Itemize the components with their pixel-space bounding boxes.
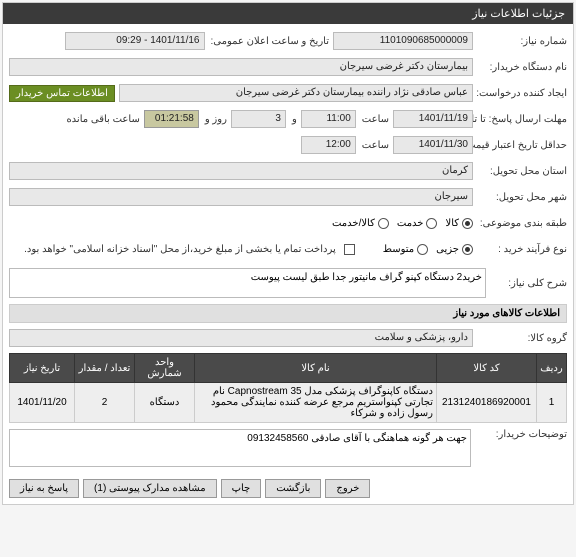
- contact-buyer-button[interactable]: اطلاعات تماس خریدار: [9, 85, 115, 102]
- radio-both-dot: [378, 218, 389, 229]
- province-label: استان محل تحویل:: [477, 166, 567, 177]
- radio-medium-dot: [417, 244, 428, 255]
- summary-label: شرح کلی نیاز:: [490, 278, 567, 289]
- attachments-button[interactable]: مشاهده مدارک پیوستی (1): [83, 479, 217, 498]
- process-radios: جزیی متوسط پرداخت تمام یا بخشی از مبلغ خ…: [22, 244, 473, 255]
- day-and-label: روز و: [203, 114, 227, 125]
- td-qty: 2: [75, 383, 135, 423]
- table-row[interactable]: 1 2131240186920001 دستگاه کاپنوگراف پزشک…: [10, 383, 567, 423]
- valid-label: حداقل تاریخ اعتبار قیمت: تا تاریخ:: [477, 140, 567, 151]
- buyer-org-label: نام دستگاه خریدار:: [477, 62, 567, 73]
- radio-partial[interactable]: جزیی: [436, 244, 473, 255]
- group-value: دارو، پزشکی و سلامت: [9, 329, 473, 347]
- table-header-row: ردیف کد کالا نام کالا واحد شمارش تعداد /…: [10, 354, 567, 383]
- province-value: کرمان: [9, 162, 473, 180]
- buyer-org-value: بیمارستان دکتر غرضی سیرجان: [9, 58, 473, 76]
- pub-date-label: تاریخ و ساعت اعلان عمومی:: [209, 36, 330, 47]
- category-label: طبقه بندی موضوعی:: [477, 218, 567, 229]
- city-value: سیرجان: [9, 188, 473, 206]
- exit-button[interactable]: خروج: [325, 479, 370, 498]
- radio-service[interactable]: خدمت: [397, 218, 438, 229]
- radio-goods[interactable]: کالا: [445, 218, 473, 229]
- respond-button[interactable]: پاسخ به نیاز: [9, 479, 79, 498]
- th-date: تاریخ نیاز: [10, 354, 75, 383]
- pay-note: پرداخت تمام یا بخشی از مبلغ خرید،از محل …: [22, 244, 336, 255]
- deadline-date: 1401/11/19: [393, 110, 473, 128]
- requester-value: عباس صادقی نژاد راننده بیمارستان دکتر غر…: [119, 84, 473, 102]
- td-code: 2131240186920001: [437, 383, 537, 423]
- radio-medium[interactable]: متوسط: [383, 244, 428, 255]
- deadline-label: مهلت ارسال پاسخ: تا تاریخ:: [477, 114, 567, 125]
- city-label: شهر محل تحویل:: [477, 192, 567, 203]
- th-unit: واحد شمارش: [135, 354, 195, 383]
- valid-date: 1401/11/30: [393, 136, 473, 154]
- buyer-notes-text: جهت هر گونه هماهنگی با آقای صادقی 091324…: [9, 429, 471, 467]
- items-table: ردیف کد کالا نام کالا واحد شمارش تعداد /…: [9, 353, 567, 423]
- requester-label: ایجاد کننده درخواست:: [477, 88, 567, 99]
- process-label: نوع فرآیند خرید :: [477, 244, 567, 255]
- radio-goods-dot: [462, 218, 473, 229]
- group-label: گروه کالا:: [477, 333, 567, 344]
- buyer-notes-label: توضیحات خریدار:: [477, 429, 567, 440]
- td-name: دستگاه کاپنوگراف پزشکی مدل Capnostream 3…: [195, 383, 437, 423]
- footer-buttons: پاسخ به نیاز مشاهده مدارک پیوستی (1) چاپ…: [3, 473, 573, 504]
- and-label: و: [290, 114, 297, 125]
- td-date: 1401/11/20: [10, 383, 75, 423]
- back-button[interactable]: بازگشت: [265, 479, 321, 498]
- panel-body: شماره نیاز: 1101090685000009 تاریخ و ساع…: [3, 24, 573, 473]
- need-details-panel: جزئیات اطلاعات نیاز شماره نیاز: 11010906…: [2, 2, 574, 505]
- summary-text: خرید2 دستگاه کپنو گراف مانیتور جدا طبق ل…: [9, 268, 486, 298]
- radio-partial-dot: [462, 244, 473, 255]
- print-button[interactable]: چاپ: [221, 479, 262, 498]
- radio-service-dot: [426, 218, 437, 229]
- pub-date-value: 1401/11/16 - 09:29: [65, 32, 205, 50]
- panel-title: جزئیات اطلاعات نیاز: [3, 3, 573, 24]
- countdown: 01:21:58: [144, 110, 199, 128]
- need-no-value: 1101090685000009: [333, 32, 473, 50]
- th-qty: تعداد / مقدار: [75, 354, 135, 383]
- th-row: ردیف: [537, 354, 567, 383]
- time-label-2: ساعت: [360, 140, 389, 151]
- deadline-time: 11:00: [301, 110, 356, 128]
- radio-both[interactable]: کالا/خدمت: [332, 218, 389, 229]
- time-label-1: ساعت: [360, 114, 389, 125]
- td-row: 1: [537, 383, 567, 423]
- th-code: کد کالا: [437, 354, 537, 383]
- category-radios: کالا خدمت کالا/خدمت: [332, 218, 473, 229]
- treasury-checkbox[interactable]: [344, 244, 355, 255]
- valid-time: 12:00: [301, 136, 356, 154]
- td-unit: دستگاه: [135, 383, 195, 423]
- remain-label: ساعت باقی مانده: [64, 114, 139, 125]
- th-name: نام کالا: [195, 354, 437, 383]
- need-no-label: شماره نیاز:: [477, 36, 567, 47]
- items-section-title: اطلاعات کالاهای مورد نیاز: [9, 304, 567, 323]
- days-left: 3: [231, 110, 286, 128]
